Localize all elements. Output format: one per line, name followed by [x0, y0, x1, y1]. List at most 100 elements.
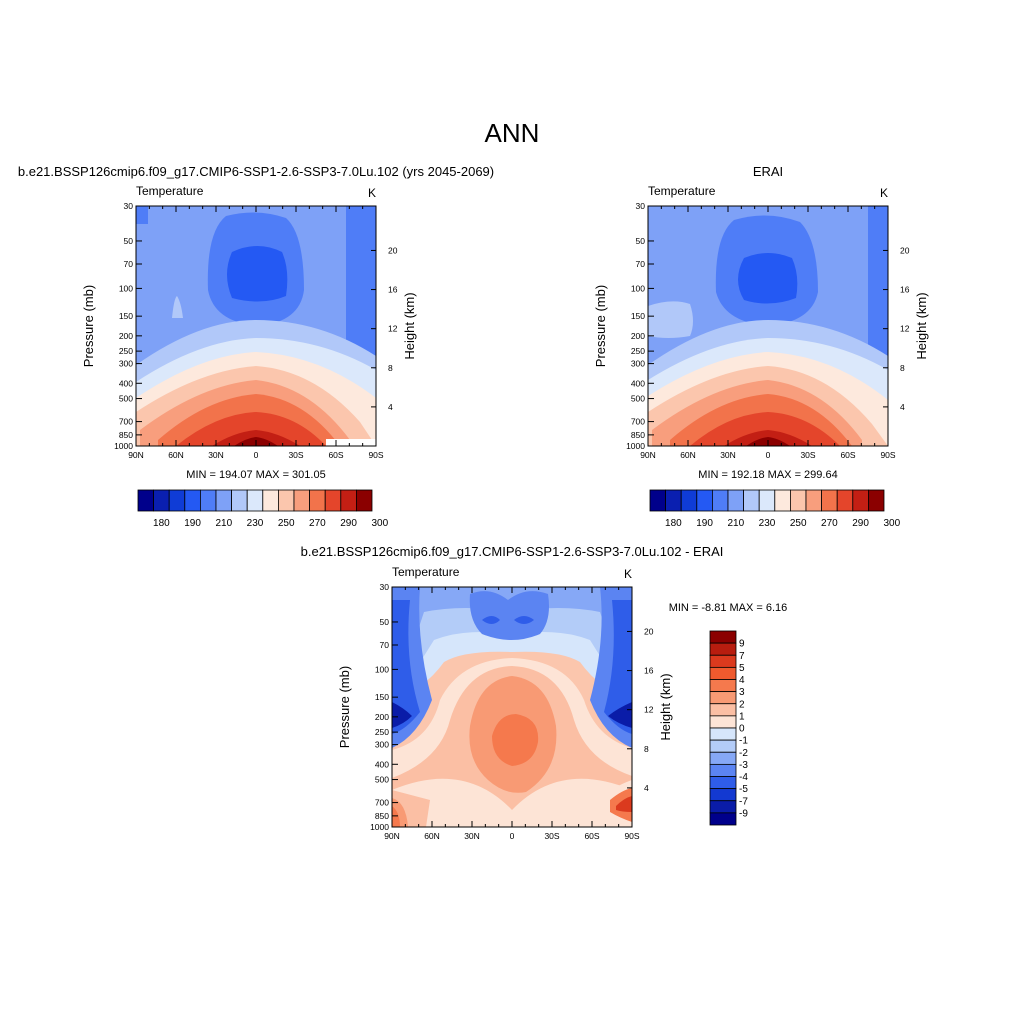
height-tick-label: 8: [388, 363, 393, 373]
height-tick-label: 4: [900, 402, 905, 412]
colorbar-label: -5: [739, 784, 748, 795]
pressure-tick-label: 30: [636, 201, 646, 211]
contour-fill-290: [176, 412, 326, 446]
colorbar-label: 180: [153, 518, 170, 529]
contour-fill-polar-vortex-inner: [738, 253, 798, 304]
height-tick-label: 12: [644, 705, 654, 715]
colorbar-label: 7: [739, 651, 745, 662]
colorbar-swatch: [709, 788, 737, 802]
height-tick-label: 4: [388, 402, 393, 412]
colorbar-label: 300: [883, 518, 900, 529]
latitude-tick-label: 90N: [640, 450, 656, 460]
colorbar-swatch: [137, 489, 155, 512]
colorbar-swatch: [712, 489, 729, 512]
latitude-tick-label: 60N: [168, 450, 184, 460]
latitude-tick-label: 30N: [208, 450, 224, 460]
panel-model-ylabel: Pressure (mb): [81, 285, 96, 367]
colorbar-swatch: [743, 489, 760, 512]
panel-diff-title: b.e21.BSSP126cmip6.f09_g17.CMIP6-SSP1-2.…: [301, 544, 724, 559]
colorbar-swatch: [709, 763, 737, 777]
panel-diff: b.e21.BSSP126cmip6.f09_g17.CMIP6-SSP1-2.…: [301, 544, 788, 841]
colorbar-label: -3: [739, 760, 748, 771]
pressure-tick-label: 100: [631, 283, 645, 293]
pressure-tick-label: 400: [631, 378, 645, 388]
colorbar-swatch: [168, 489, 186, 512]
colorbar-swatch: [709, 727, 737, 741]
pressure-tick-label: 300: [631, 359, 645, 369]
panel-diff-right-string: K: [624, 567, 632, 581]
pressure-tick-label: 250: [119, 346, 133, 356]
colorbar-swatch: [665, 489, 682, 512]
latitude-tick-label: 60S: [328, 450, 343, 460]
latitude-tick-label: 60S: [584, 831, 599, 841]
latitude-tick-label: 90S: [880, 450, 895, 460]
panel-diff-y2label: Height (km): [658, 673, 673, 740]
pressure-tick-label: 150: [119, 311, 133, 321]
contour-fill-top-neg-5b: [514, 616, 534, 624]
colorbar-label: 230: [247, 518, 264, 529]
colorbar-label: 180: [665, 518, 682, 529]
pressure-tick-label: 200: [375, 712, 389, 722]
pressure-tick-label: 700: [119, 417, 133, 427]
pressure-tick-label: 50: [636, 236, 646, 246]
panel-diff-contours: [392, 587, 632, 827]
colorbar-swatch: [774, 489, 791, 512]
panel-obs-colorbar: 180 190 210 230 250 270 290 300: [649, 489, 901, 529]
colorbar-label: -7: [739, 796, 748, 807]
colorbar-swatch: [727, 489, 745, 512]
pressure-tick-label: 100: [375, 664, 389, 674]
pressure-tick-label: 850: [375, 811, 389, 821]
pressure-tick-label: 150: [631, 311, 645, 321]
pressure-tick-label: 1000: [626, 441, 645, 451]
contour-fill-lower-left-3: [392, 806, 400, 827]
latitude-tick-label: 0: [766, 450, 771, 460]
colorbar-label: 290: [852, 518, 869, 529]
latitude-tick-label: 60N: [680, 450, 696, 460]
pressure-tick-label: 300: [375, 740, 389, 750]
pressure-tick-label: 850: [631, 430, 645, 440]
colorbar-label: 3: [739, 687, 745, 698]
contour-fill-right-neg-7: [608, 702, 632, 728]
pressure-tick-label: 400: [375, 759, 389, 769]
contour-fill-polar-vortex-inner: [227, 246, 288, 302]
contour-fill-left-patch: [648, 301, 693, 338]
colorbar-label: 250: [790, 518, 807, 529]
latitude-tick-label: 0: [510, 831, 515, 841]
colorbar-swatch: [262, 489, 279, 512]
colorbar-swatch: [790, 489, 807, 512]
pressure-tick-label: 300: [119, 359, 133, 369]
colorbar-swatch: [293, 489, 311, 512]
height-tick-label: 20: [388, 245, 398, 255]
colorbar-swatch: [709, 630, 737, 644]
latitude-tick-label: 90N: [128, 450, 144, 460]
contour-fill-290: [690, 412, 840, 446]
contour-fill-top-neg-4: [469, 591, 549, 640]
contour-fill-left-neg-5: [392, 600, 420, 734]
colorbar-swatch: [709, 679, 737, 693]
latitude-tick-label: 30N: [720, 450, 736, 460]
colorbar-label: -4: [739, 772, 748, 783]
pressure-tick-label: 200: [631, 331, 645, 341]
colorbar-swatch: [355, 489, 373, 512]
colorbar-label: 190: [184, 518, 201, 529]
colorbar-swatch: [231, 489, 248, 512]
pressure-tick-label: 50: [124, 236, 134, 246]
latitude-tick-label: 60N: [424, 831, 440, 841]
pressure-tick-label: 400: [119, 378, 133, 388]
panel-obs-ylabel: Pressure (mb): [593, 285, 608, 367]
colorbar-swatch: [709, 715, 737, 729]
colorbar-label: 0: [739, 724, 745, 735]
height-tick-label: 20: [644, 626, 654, 636]
colorbar-swatch: [277, 489, 295, 512]
height-tick-label: 4: [644, 783, 649, 793]
panel-obs-contours: [648, 206, 888, 446]
colorbar-swatch: [709, 812, 737, 826]
colorbar-swatch: [153, 489, 170, 512]
height-tick-label: 16: [900, 285, 910, 295]
contour-fill-top-neg-5a: [482, 616, 500, 624]
pressure-tick-label: 70: [380, 640, 390, 650]
pressure-tick-label: 500: [375, 775, 389, 785]
colorbar-label: 1: [739, 711, 745, 722]
colorbar-swatch: [709, 703, 737, 717]
